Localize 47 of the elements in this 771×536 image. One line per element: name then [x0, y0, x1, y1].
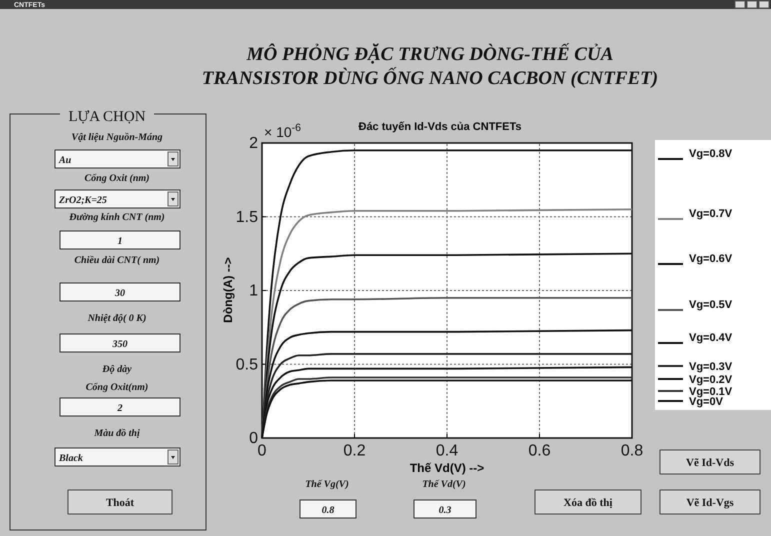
- x-tick-label: 0.4: [436, 442, 458, 460]
- text: 2: [116, 403, 122, 414]
- y-tick-label: 0: [249, 430, 258, 448]
- text: 0.3: [438, 505, 452, 516]
- text: Màu đồ thị: [93, 428, 140, 439]
- text: Thoát: [106, 497, 134, 509]
- text: Vẽ Id-Vgs: [686, 497, 734, 509]
- y-tick-label: 0.5: [236, 356, 258, 374]
- text: Cổng Oxit (nm): [84, 173, 150, 184]
- text: 1: [118, 236, 122, 247]
- text: Vật liệu Nguồn-Máng: [71, 132, 163, 143]
- legend-label: Vg=0.5V: [689, 299, 733, 311]
- text: Đường kính CNT (nm): [68, 212, 165, 223]
- text: Thế Vd(V): [422, 479, 466, 490]
- chart-subtitle: Đác tuyến Id-Vds của CNTFETs: [358, 121, 522, 133]
- x-tick-label: 0.2: [343, 442, 366, 460]
- text: 30: [114, 288, 125, 299]
- x-axis-title: Thế Vd(V) -->: [410, 461, 484, 475]
- x-tick-label: 0.6: [528, 442, 551, 460]
- text: LỰA CHỌN: [68, 109, 146, 125]
- y-tick-label: 1: [249, 282, 258, 300]
- legend-label: Vg=0.2V: [689, 374, 733, 386]
- y-tick-label: 2: [249, 135, 258, 152]
- text: Nhiệt độ( 0 K): [86, 313, 146, 324]
- text: 350: [112, 339, 128, 350]
- legend-label: Vg=0.7V: [689, 208, 733, 220]
- x-tick-label: 0.8: [620, 442, 644, 460]
- legend-label: Vg=0V: [689, 396, 724, 408]
- text: 0.8: [322, 505, 334, 516]
- legend-label: Vg=0.6V: [689, 253, 733, 265]
- y-tick-label: 1.5: [236, 208, 258, 226]
- text: Xóa đồ thị: [564, 497, 612, 509]
- chart-title: MÔ PHỎNG ĐẶC TRƯNG DÒNG-THẾ CỦA TRANSISTOR DÙNG ỐNG NANO CACBON (CNTFET): [202, 43, 658, 89]
- legend-label: Vg=0.4V: [689, 332, 733, 344]
- legend-label: Vg=0.8V: [689, 148, 733, 160]
- text: Độ dày: [101, 364, 132, 375]
- text: Cổng Oxit(nm): [86, 382, 148, 393]
- legend-label: Vg=0.3V: [689, 361, 733, 373]
- text: × 10$^{-6}$: [264, 122, 302, 140]
- text: Thế Vg(V): [305, 479, 349, 490]
- text: Chiều dài CNT( nm): [74, 255, 160, 266]
- y-axis-title: Dòng(A) -->: [221, 257, 235, 323]
- legend-label: Vg=0.1V: [689, 386, 733, 398]
- text: Black: [58, 453, 83, 464]
- text: Vẽ Id-Vds: [686, 457, 735, 469]
- text: ZrO2;K=25: [58, 195, 107, 206]
- text: Au: [58, 155, 72, 166]
